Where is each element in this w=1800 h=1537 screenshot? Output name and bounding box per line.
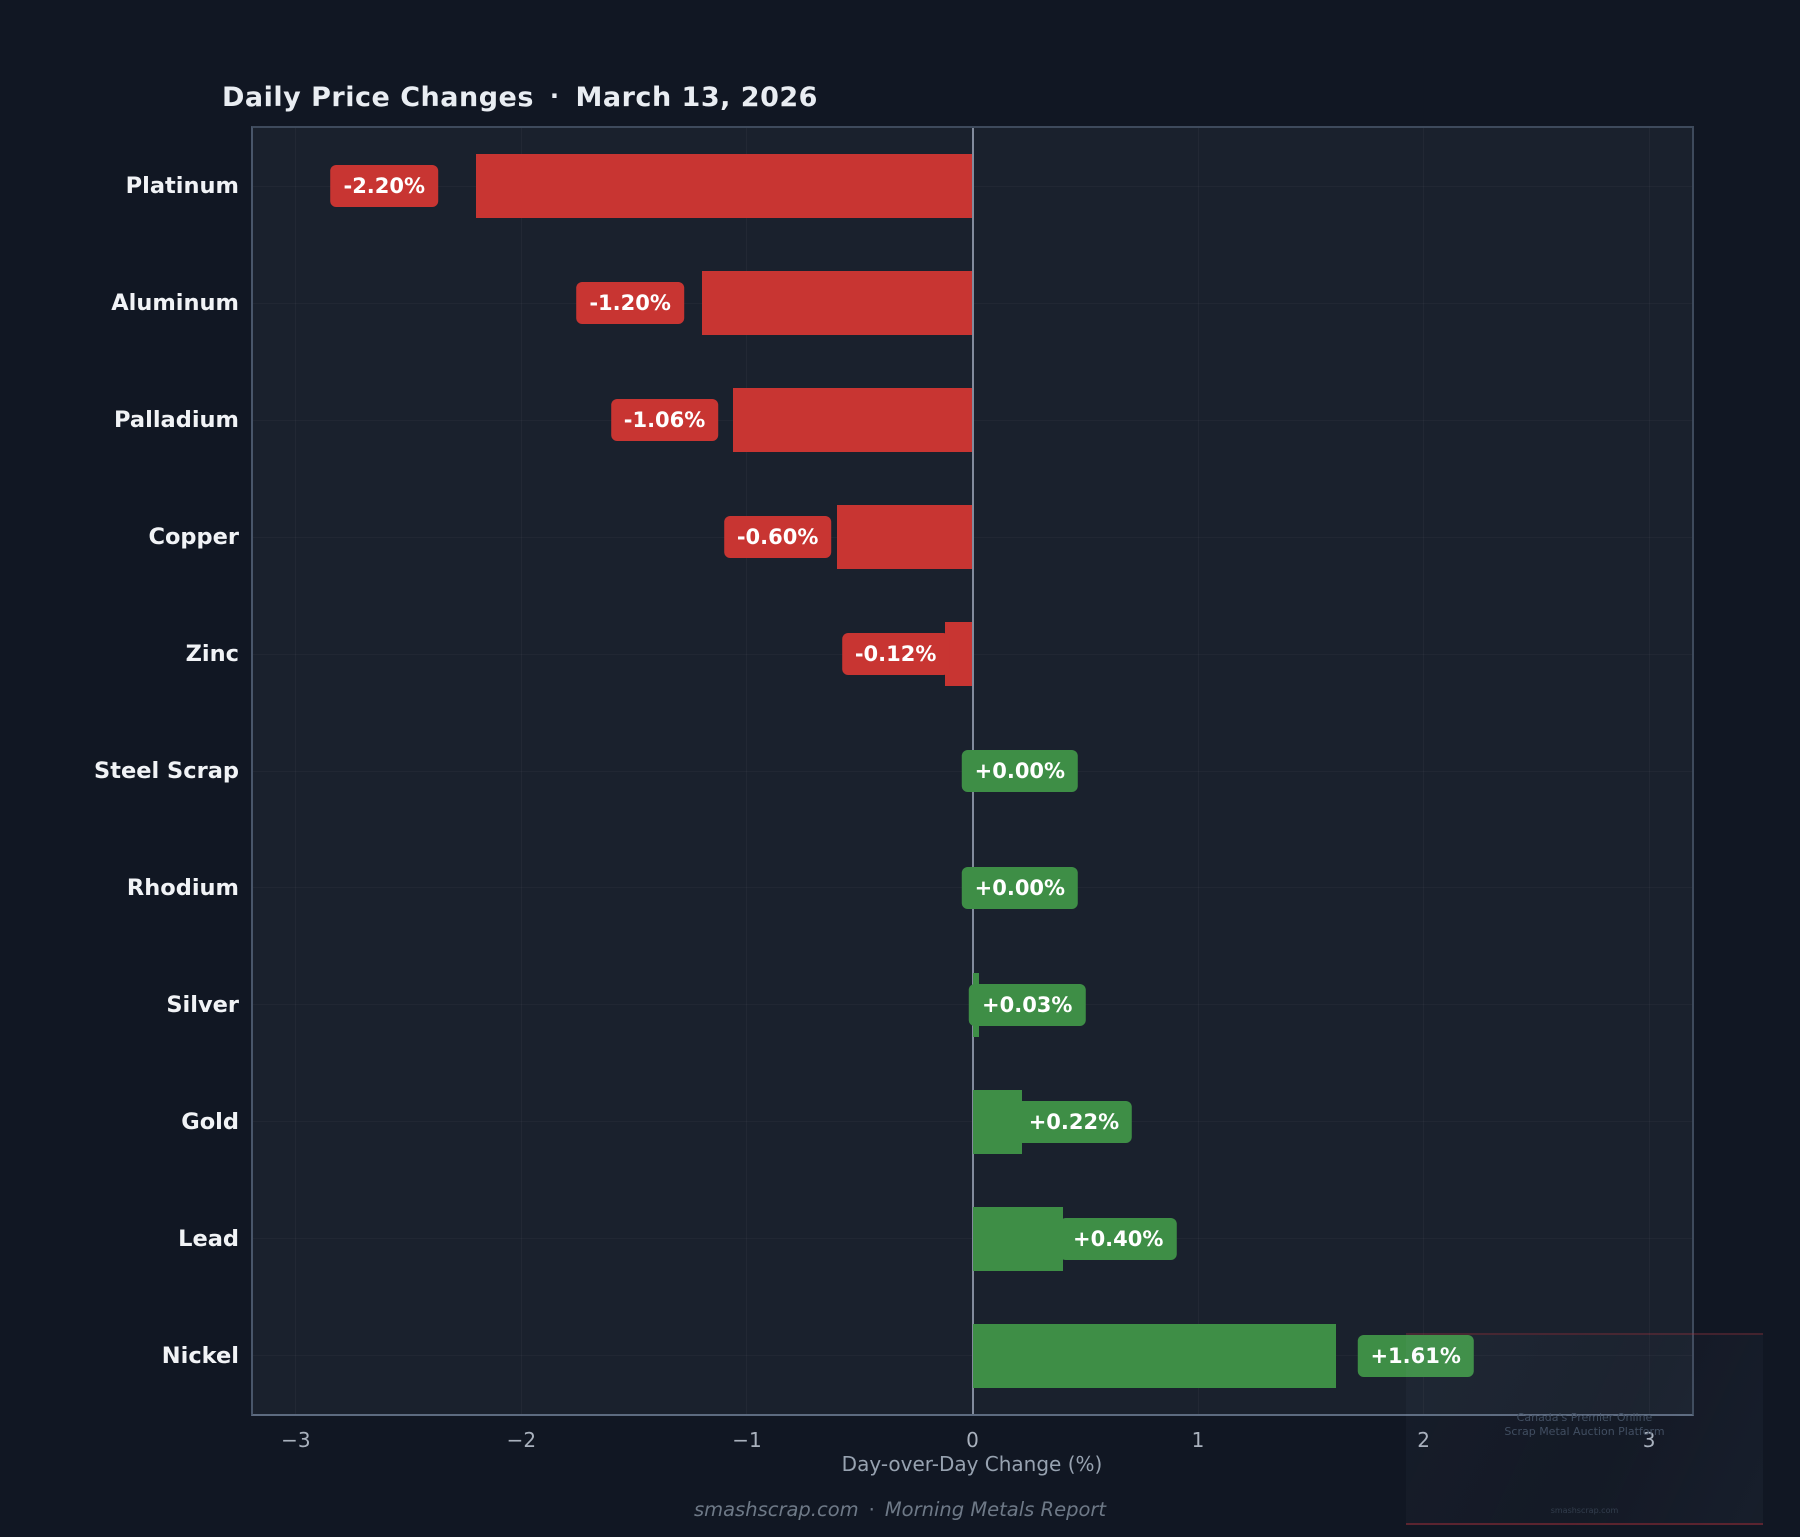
watermark-card: Canada's Premier Online Scrap Metal Auct… [1406,1333,1763,1525]
y-axis-label-steel-scrap: Steel Scrap [94,758,239,784]
value-badge: +0.03% [969,983,1086,1026]
value-badge: -2.20% [330,165,439,208]
y-axis-label-palladium: Palladium [114,407,239,434]
y-axis-label-platinum: Platinum [125,173,239,200]
y-axis-label-lead: Lead [178,1225,239,1252]
title-separator: · [549,82,560,110]
value-badge: -0.60% [723,516,832,559]
x-tick-label: 2 [1417,1428,1430,1452]
value-badge: +0.40% [1059,1217,1177,1260]
x-tick-label: −3 [281,1428,311,1452]
y-axis-label-gold: Gold [181,1108,239,1135]
watermark-line1: Canada's Premier Online [1516,1411,1653,1424]
y-axis-label-zinc: Zinc [185,641,239,668]
bar-nickel [972,1323,1336,1388]
x-tick-label: 3 [1643,1428,1656,1452]
x-tick-label: −1 [732,1428,762,1452]
value-badge: -0.12% [841,633,950,676]
value-badge: -1.20% [576,282,684,325]
y-axis-label-copper: Copper [148,524,239,551]
value-badge: +0.00% [961,866,1079,909]
x-tick-label: 1 [1191,1428,1205,1452]
value-badge: +0.00% [961,750,1079,792]
bar-palladium [733,388,973,453]
plot-area: -2.20% -1.20% -1.06% -0.60% -0.12% +0.00% +0.0… [253,128,1692,1414]
watermark-line2: Scrap Metal Auction Platform [1504,1425,1665,1438]
x-axis-label: Day-over-Day Change (%) [841,1452,1103,1476]
footer-separator: · [868,1498,875,1521]
bar-aluminum [701,271,973,336]
watermark-line3: smashscrap.com [1550,1506,1619,1515]
bar-zinc [945,622,973,687]
y-axis-label-silver: Silver [166,991,239,1018]
footer-report: Morning Metals Report [884,1498,1107,1521]
bar-lead [972,1206,1063,1271]
y-axis-label-aluminum: Aluminum [111,290,239,317]
value-badge: +1.61% [1357,1334,1474,1377]
footer: smashscrap.com · Morning Metals Report [694,1498,1106,1521]
value-badge: +0.22% [1015,1100,1133,1143]
footer-source: smashscrap.com [693,1498,859,1521]
bar-copper [837,505,973,570]
chart-title: Daily Price Changes · March 13, 2026 [222,82,818,113]
value-badge: -1.06% [610,399,719,442]
bar-platinum [476,154,973,219]
chart-title-text: Daily Price Changes [222,82,534,113]
x-tick-label: 0 [966,1428,979,1452]
y-axis-label-nickel: Nickel [161,1342,239,1369]
x-tick-label: −2 [506,1428,537,1452]
y-axis-label-rhodium: Rhodium [126,874,239,901]
chart-date: March 13, 2026 [575,82,818,113]
bar-gold [972,1089,1023,1154]
